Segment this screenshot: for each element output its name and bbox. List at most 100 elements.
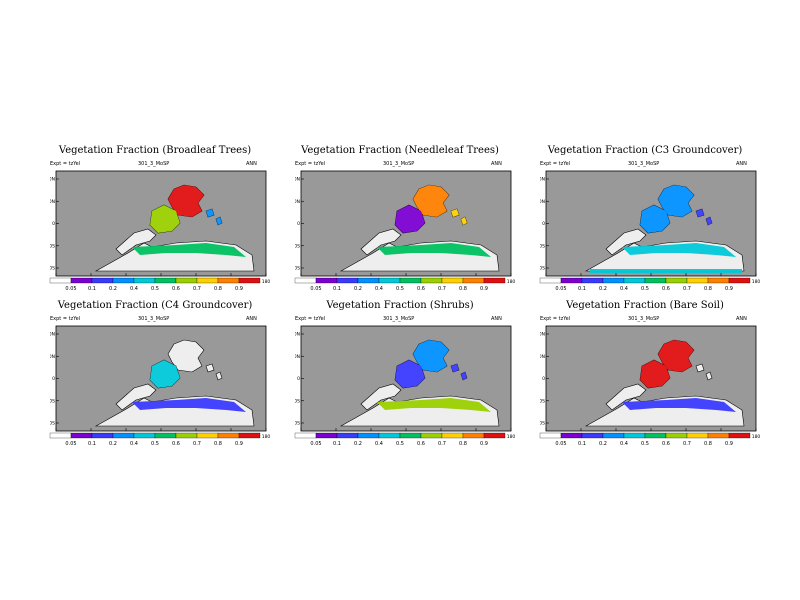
colorbar: 0.05 0.1 0.2 0.4 0.5 0.6 0.7 0.8 0.9 [539, 277, 751, 292]
colorbar-swatch [602, 432, 625, 439]
colorbar: 0.05 0.1 0.2 0.4 0.5 0.6 0.7 0.8 0.9 [49, 277, 261, 292]
colorbar-tick-label: 0.5 [151, 441, 159, 447]
region-polar-region [590, 269, 742, 273]
x-tick-label: 180 [262, 434, 271, 440]
colorbar-tick-label: 0.6 [662, 441, 670, 447]
map-plot: 180120W60W060E120E18080N40N040S80S [50, 170, 270, 285]
land-arm [115, 228, 157, 256]
y-tick-label: 40S [295, 398, 300, 404]
map-plot: 180120W60W060E120E18080N40N040S80S [295, 170, 515, 285]
colorbar-swatch [217, 277, 240, 284]
case-label: 301_3_MoSP [383, 316, 415, 322]
colorbar-tick-label: 0.2 [109, 441, 117, 447]
y-tick-label: 40S [50, 398, 55, 404]
y-tick-label: 40S [50, 243, 55, 249]
y-tick-label: 80N [295, 332, 300, 338]
region-southern-coastal-band [132, 243, 246, 257]
y-tick-label: 80S [540, 266, 545, 272]
colorbar-swatch [728, 277, 751, 284]
land-isl1 [205, 363, 215, 373]
colorbar-swatch [196, 432, 219, 439]
colorbar-tick-label: 0.9 [235, 441, 243, 447]
colorbar-swatch [581, 277, 604, 284]
map-plot: 180120W60W060E120E18080N40N040S80S [540, 170, 760, 285]
colorbar-tick-label: 0.6 [417, 286, 425, 292]
colorbar-swatch [112, 432, 135, 439]
panel-title: Vegetation Fraction (C3 Groundcover) [547, 145, 743, 156]
region-northern-land-mass [658, 340, 694, 372]
region-central-land-mass [640, 205, 670, 233]
season-label: ANN [736, 316, 747, 322]
region-southern-coastal-band [622, 398, 736, 412]
land-arm [360, 383, 402, 411]
y-tick-label: 80S [295, 266, 300, 272]
map-panel: Vegetation Fraction (Needleleaf Trees) Ex… [285, 145, 515, 295]
map-plot: 180120W60W060E120E18080N40N040S80S [295, 325, 515, 440]
region-southern-coastal-band [377, 398, 491, 412]
colorbar-tick-label: 0.05 [310, 441, 321, 447]
experiment-label: Expt = tzYel [540, 161, 571, 167]
colorbar-tick-label: 0.2 [599, 286, 607, 292]
colorbar-swatch [133, 432, 156, 439]
colorbar-swatch [238, 432, 261, 439]
region-central-land-mass [395, 360, 425, 388]
region-southern-coastal-band [132, 398, 246, 412]
colorbar-swatch [539, 277, 562, 284]
season-label: ANN [246, 316, 257, 322]
colorbar-swatch [378, 277, 401, 284]
land-arm [605, 228, 647, 256]
y-tick-label: 80N [540, 332, 545, 338]
colorbar-swatch [462, 277, 485, 284]
colorbar-swatch [91, 432, 114, 439]
colorbar-swatch [336, 277, 359, 284]
colorbar-swatch [707, 432, 730, 439]
colorbar-swatch [623, 432, 646, 439]
colorbar-swatch [133, 277, 156, 284]
colorbar-tick-label: 0.6 [662, 286, 670, 292]
colorbar-tick-label: 0.4 [130, 441, 138, 447]
colorbar-swatch [728, 432, 751, 439]
region-southern-coastal-band [377, 243, 491, 257]
colorbar-tick-label: 0.4 [375, 441, 383, 447]
case-label: 301_3_MoSP [138, 316, 170, 322]
colorbar-swatch [441, 277, 464, 284]
colorbar-tick-label: 0.7 [438, 441, 446, 447]
y-tick-label: 40S [540, 243, 545, 249]
colorbar-tick-label: 0.8 [459, 441, 467, 447]
y-tick-label: 80N [50, 177, 55, 183]
season-label: ANN [736, 161, 747, 167]
y-tick-label: 40N [540, 199, 545, 205]
x-tick-label: 180 [752, 434, 761, 440]
y-tick-label: 0 [297, 221, 300, 227]
colorbar-tick-label: 0.8 [214, 441, 222, 447]
colorbar-tick-label: 0.05 [310, 286, 321, 292]
colorbar-tick-label: 0.5 [151, 286, 159, 292]
season-label: ANN [246, 161, 257, 167]
region-eastern-island [451, 209, 467, 225]
colorbar-tick-label: 0.05 [555, 441, 566, 447]
colorbar-tick-label: 0.9 [480, 286, 488, 292]
colorbar-swatch [336, 432, 359, 439]
colorbar: 0.05 0.1 0.2 0.4 0.5 0.6 0.7 0.8 0.9 [49, 432, 261, 447]
panel-title: Vegetation Fraction (Broadleaf Trees) [58, 145, 252, 156]
map-plot: 180120W60W060E120E18080N40N040S80S [540, 325, 761, 440]
y-tick-label: 80S [50, 266, 55, 272]
experiment-label: Expt = tzYel [295, 161, 326, 167]
colorbar-swatch [315, 277, 338, 284]
y-tick-label: 0 [52, 221, 55, 227]
y-tick-label: 40S [295, 243, 300, 249]
colorbar-tick-label: 0.9 [480, 441, 488, 447]
colorbar-tick-label: 0.05 [65, 441, 76, 447]
region-central-land-mass [150, 360, 180, 388]
colorbar-swatch [294, 432, 317, 439]
colorbar-tick-label: 0.4 [620, 441, 628, 447]
colorbar-tick-label: 0.4 [130, 286, 138, 292]
colorbar-swatch [49, 432, 72, 439]
y-tick-label: 0 [542, 376, 545, 382]
panel-title: Vegetation Fraction (Shrubs) [326, 300, 474, 311]
experiment-label: Expt = tzYel [540, 316, 571, 322]
season-label: ANN [491, 161, 502, 167]
colorbar-tick-label: 0.5 [641, 286, 649, 292]
y-tick-label: 80S [50, 421, 55, 427]
y-tick-label: 0 [52, 376, 55, 382]
